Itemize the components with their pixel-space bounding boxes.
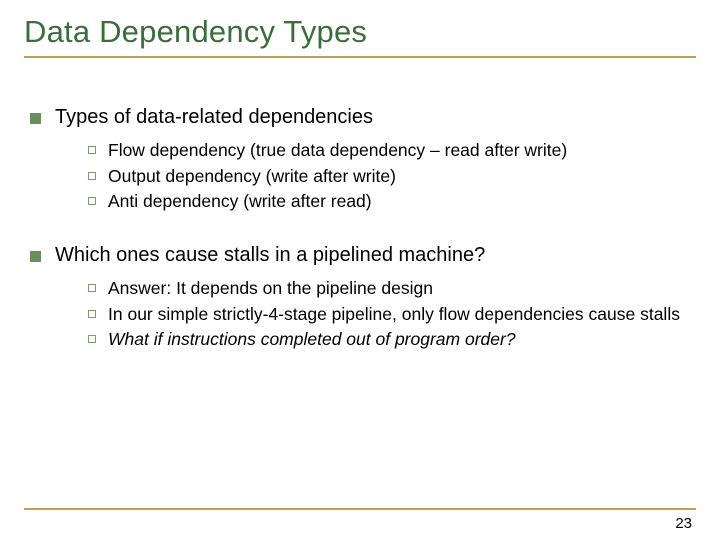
bullet-lvl2: What if instructions completed out of pr… [88, 328, 696, 352]
square-bullet-icon [30, 113, 41, 124]
bullet-lvl2: Anti dependency (write after read) [88, 190, 696, 214]
hollow-square-icon [88, 172, 96, 180]
square-bullet-icon [30, 251, 41, 262]
hollow-square-icon [88, 146, 96, 154]
lvl1-text: Which ones cause stalls in a pipelined m… [55, 244, 485, 267]
lvl2-list: Flow dependency (true data dependency – … [88, 139, 696, 214]
bullet-lvl2: In our simple strictly-4-stage pipeline,… [88, 303, 696, 327]
title-underline [24, 56, 696, 58]
lvl1-text: Types of data-related dependencies [55, 106, 373, 129]
hollow-square-icon [88, 335, 96, 343]
lvl2-text-italic: What if instructions completed out of pr… [108, 328, 516, 352]
lvl2-text: Flow dependency (true data dependency – … [108, 139, 567, 163]
hollow-square-icon [88, 284, 96, 292]
bullet-lvl1: Which ones cause stalls in a pipelined m… [24, 244, 696, 267]
lvl2-text: Answer: It depends on the pipeline desig… [108, 277, 433, 301]
hollow-square-icon [88, 310, 96, 318]
lvl2-text: In our simple strictly-4-stage pipeline,… [108, 303, 680, 327]
bullet-lvl2: Flow dependency (true data dependency – … [88, 139, 696, 163]
bullet-lvl1: Types of data-related dependencies [24, 106, 696, 129]
lvl2-text: Output dependency (write after write) [108, 165, 396, 189]
lvl2-text: Anti dependency (write after read) [108, 190, 372, 214]
footer-underline [24, 508, 696, 510]
hollow-square-icon [88, 197, 96, 205]
page-number: 23 [675, 515, 692, 532]
bullet-lvl2: Answer: It depends on the pipeline desig… [88, 277, 696, 301]
slide-title: Data Dependency Types [24, 14, 696, 56]
lvl2-list: Answer: It depends on the pipeline desig… [88, 277, 696, 352]
bullet-lvl2: Output dependency (write after write) [88, 165, 696, 189]
